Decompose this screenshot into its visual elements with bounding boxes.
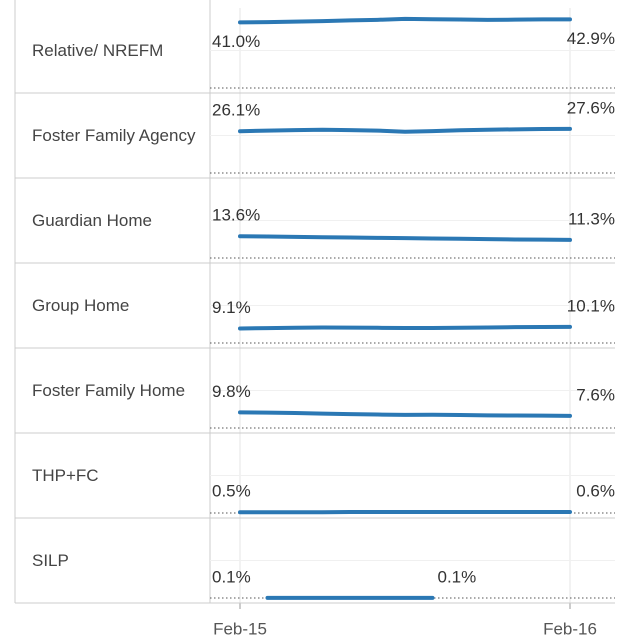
value-label: 10.1% [567, 296, 615, 315]
value-label: 9.1% [212, 298, 251, 317]
value-label: 13.6% [212, 206, 260, 225]
row-label: Guardian Home [32, 211, 153, 230]
value-label: 0.5% [212, 482, 251, 501]
series-line [238, 234, 572, 242]
x-tick-label: Feb-15 [213, 619, 267, 638]
row-label: Group Home [32, 296, 130, 315]
value-label: 0.6% [576, 482, 615, 501]
value-label: 41.0% [212, 32, 260, 51]
series-line [238, 16, 572, 25]
row-label: Foster Family Home [32, 381, 186, 400]
value-label: 9.8% [212, 382, 251, 401]
series-line [238, 324, 572, 331]
value-label: 26.1% [212, 101, 260, 120]
series-line [238, 126, 572, 134]
row-label: Relative/ NREFM [32, 41, 164, 60]
row-label: SILP [32, 551, 69, 570]
value-label: 11.3% [568, 209, 615, 228]
value-label: 7.6% [576, 385, 615, 404]
value-label: 42.9% [567, 29, 615, 48]
row-label: THP+FC [32, 466, 99, 485]
value-label: 0.1% [212, 567, 251, 586]
series-line [238, 410, 572, 418]
value-label: 0.1% [438, 567, 477, 586]
row-label: Foster Family Agency [32, 126, 196, 145]
x-tick-label: Feb-16 [543, 619, 597, 638]
value-label: 27.6% [567, 98, 615, 117]
